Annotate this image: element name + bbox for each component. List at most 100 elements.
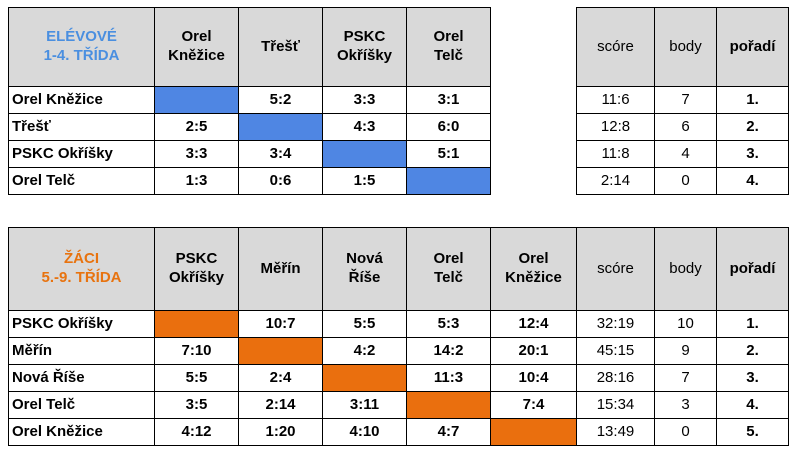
column-header: PSKC Okříšky [154, 227, 239, 311]
rank-cell: 3. [716, 364, 789, 392]
result-cell: 2:5 [154, 113, 239, 141]
result-cell: 3:1 [406, 86, 491, 114]
table-row: Měřín 7:10 4:2 14:2 20:1 45:15 9 2. [8, 337, 789, 365]
score-cell: 15:34 [576, 391, 655, 419]
self-match-cell [154, 310, 239, 338]
score-header: scóre [576, 7, 655, 87]
result-cell: 5:5 [322, 310, 407, 338]
standings-table-younger: ELÉVOVÉ 1-4. TŘÍDA Orel Kněžice Třešť PSK… [8, 7, 789, 195]
result-cell: 12:4 [490, 310, 577, 338]
score-cell: 13:49 [576, 418, 655, 446]
team-name: Orel Telč [8, 167, 155, 195]
score-cell: 11:8 [576, 140, 655, 168]
table-row: Orel Kněžice 5:2 3:3 3:1 11:6 7 1. [8, 86, 789, 114]
table-row: Orel Telč 1:3 0:6 1:5 2:14 0 4. [8, 167, 789, 195]
separator [491, 168, 577, 195]
category-title: ELÉVOVÉ 1-4. TŘÍDA [8, 7, 155, 87]
score-cell: 28:16 [576, 364, 655, 392]
result-cell: 3:5 [154, 391, 239, 419]
rank-cell: 4. [716, 391, 789, 419]
separator [491, 8, 577, 87]
category-title-line1: ELÉVOVÉ [46, 28, 117, 46]
table-row: Orel Kněžice 4:12 1:20 4:10 4:7 13:49 0 … [8, 418, 789, 446]
table-row: PSKC Okříšky 10:7 5:5 5:3 12:4 32:19 10 … [8, 310, 789, 338]
self-match-cell [406, 391, 491, 419]
team-name: Orel Telč [8, 391, 155, 419]
team-name: PSKC Okříšky [8, 140, 155, 168]
category-title: ŽÁCI 5.-9. TŘÍDA [8, 227, 155, 311]
separator [491, 141, 577, 168]
result-cell: 5:2 [238, 86, 323, 114]
result-cell: 4:12 [154, 418, 239, 446]
result-cell: 4:7 [406, 418, 491, 446]
column-header: Orel Kněžice [154, 7, 239, 87]
result-cell: 10:4 [490, 364, 577, 392]
rank-cell: 1. [716, 310, 789, 338]
points-cell: 7 [654, 86, 717, 114]
self-match-cell [406, 167, 491, 195]
result-cell: 3:3 [322, 86, 407, 114]
result-cell: 4:3 [322, 113, 407, 141]
rank-cell: 3. [716, 140, 789, 168]
team-name: Měřín [8, 337, 155, 365]
points-cell: 4 [654, 140, 717, 168]
score-cell: 45:15 [576, 337, 655, 365]
result-cell: 5:3 [406, 310, 491, 338]
table-header-row: ELÉVOVÉ 1-4. TŘÍDA Orel Kněžice Třešť PSK… [8, 7, 789, 87]
rank-header: pořadí [716, 227, 789, 311]
column-header: Třešť [238, 7, 323, 87]
category-title-line1: ŽÁCI [64, 250, 99, 268]
self-match-cell [322, 140, 407, 168]
table-header-row: ŽÁCI 5.-9. TŘÍDA PSKC Okříšky Měřín Nová Ř… [8, 227, 789, 311]
table-row: Třešť 2:5 4:3 6:0 12:8 6 2. [8, 113, 789, 141]
rank-cell: 2. [716, 337, 789, 365]
score-header: scóre [576, 227, 655, 311]
result-cell: 6:0 [406, 113, 491, 141]
self-match-cell [238, 113, 323, 141]
result-cell: 1:3 [154, 167, 239, 195]
table-row: Orel Telč 3:5 2:14 3:11 7:4 15:34 3 4. [8, 391, 789, 419]
points-cell: 0 [654, 418, 717, 446]
score-cell: 2:14 [576, 167, 655, 195]
column-header: Orel Kněžice [490, 227, 577, 311]
separator [491, 114, 577, 141]
result-cell: 7:4 [490, 391, 577, 419]
points-cell: 0 [654, 167, 717, 195]
category-title-line2: 1-4. TŘÍDA [43, 47, 120, 64]
column-header: Orel Telč [406, 227, 491, 311]
team-name: Třešť [8, 113, 155, 141]
team-name: Nová Říše [8, 364, 155, 392]
result-cell: 20:1 [490, 337, 577, 365]
team-name: PSKC Okříšky [8, 310, 155, 338]
score-cell: 11:6 [576, 86, 655, 114]
rank-cell: 4. [716, 167, 789, 195]
self-match-cell [490, 418, 577, 446]
self-match-cell [238, 337, 323, 365]
score-cell: 32:19 [576, 310, 655, 338]
result-cell: 2:14 [238, 391, 323, 419]
column-header: Měřín [238, 227, 323, 311]
rank-cell: 5. [716, 418, 789, 446]
table-row: PSKC Okříšky 3:3 3:4 5:1 11:8 4 3. [8, 140, 789, 168]
column-header: Orel Telč [406, 7, 491, 87]
result-cell: 4:2 [322, 337, 407, 365]
points-header: body [654, 7, 717, 87]
result-cell: 3:4 [238, 140, 323, 168]
points-cell: 7 [654, 364, 717, 392]
column-header: PSKC Okříšky [322, 7, 407, 87]
result-cell: 0:6 [238, 167, 323, 195]
result-cell: 7:10 [154, 337, 239, 365]
result-cell: 11:3 [406, 364, 491, 392]
self-match-cell [322, 364, 407, 392]
rank-cell: 2. [716, 113, 789, 141]
table-row: Nová Říše 5:5 2:4 11:3 10:4 28:16 7 3. [8, 364, 789, 392]
score-cell: 12:8 [576, 113, 655, 141]
team-name: Orel Kněžice [8, 86, 155, 114]
rank-cell: 1. [716, 86, 789, 114]
points-header: body [654, 227, 717, 311]
result-cell: 3:3 [154, 140, 239, 168]
result-cell: 1:5 [322, 167, 407, 195]
result-cell: 3:11 [322, 391, 407, 419]
column-header: Nová Říše [322, 227, 407, 311]
standings-table-older: ŽÁCI 5.-9. TŘÍDA PSKC Okříšky Měřín Nová Ř… [8, 227, 789, 446]
